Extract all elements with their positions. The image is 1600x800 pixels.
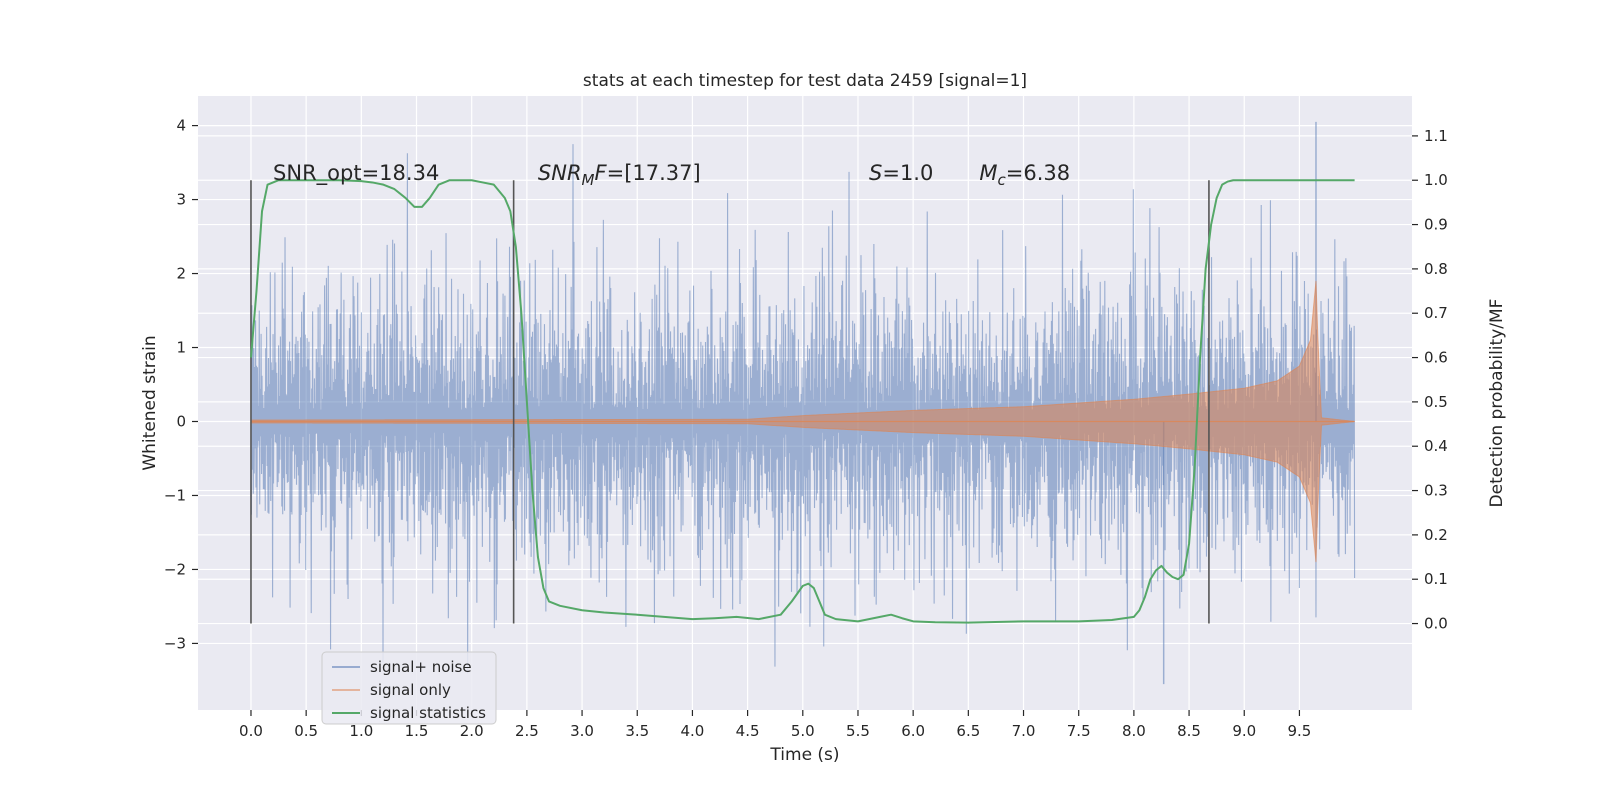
annotation-part: M	[582, 171, 595, 189]
y-tick-label-left: −1	[164, 486, 186, 504]
x-axis-label: Time (s)	[769, 745, 839, 765]
chart-title: stats at each timestep for test data 245…	[583, 71, 1027, 91]
x-tick-label: 4.5	[736, 722, 760, 740]
x-tick-label: 0.5	[294, 722, 318, 740]
annotation-part: =6.38	[1006, 161, 1070, 185]
annotation-part: M	[979, 161, 997, 185]
x-tick-label: 5.0	[791, 722, 815, 740]
x-tick-label: 8.5	[1177, 722, 1201, 740]
vertical-markers	[250, 180, 1210, 624]
x-tick-label: 6.5	[956, 722, 980, 740]
annotation-snr-opt: SNR_opt=18.34	[273, 161, 439, 186]
annotation-part: F	[595, 161, 608, 185]
legend-box	[321, 651, 497, 725]
y-tick-label-left: −3	[164, 634, 186, 652]
y-tick-label-left: 0	[176, 412, 186, 430]
x-tick-label: 9.0	[1232, 722, 1256, 740]
stats-line	[249, 179, 1355, 624]
x-tick-label: 4.0	[680, 722, 704, 740]
annotation-part: S	[869, 161, 882, 185]
y-tick-label-left: 2	[176, 265, 186, 283]
annotation-mc-value: Mc=6.38	[979, 161, 1070, 189]
y-tick-label-right: 0.0	[1424, 615, 1448, 633]
y-axis-label-left: Whitened strain	[140, 335, 160, 470]
x-tick-label: 7.5	[1067, 722, 1091, 740]
y-tick-label-right: 0.3	[1424, 482, 1448, 500]
y-tick-label-left: −2	[164, 560, 186, 578]
y-tick-label-right: 0.8	[1424, 260, 1448, 278]
annotation-s-value: S=1.0	[869, 161, 933, 185]
x-tick-label: 3.0	[570, 722, 594, 740]
series-signal-only	[250, 280, 1355, 563]
legend: signal+ noise signal only signal statistic…	[321, 651, 497, 725]
y-tick-label-right: 0.9	[1424, 216, 1448, 234]
annotation-part: =[17.37]	[607, 161, 701, 185]
y-tick-label-right: 0.6	[1424, 349, 1448, 367]
y-tick-label-right: 0.7	[1424, 304, 1448, 322]
y-axis-label-right: Detection probability/MF	[1487, 299, 1507, 508]
y-tick-label-right: 0.2	[1424, 526, 1448, 544]
x-tick-label: 2.5	[515, 722, 539, 740]
annotation-part: SNR	[538, 161, 582, 185]
x-tick-label: 1.0	[349, 722, 373, 740]
annotation-snr-mf: SNRMF=[17.37]	[538, 161, 701, 189]
axes: 0.0 0.5 1.0 1.5 2.0 2.5 3.0 3.5 4.0 4.5 5.0 5.5 6.0 6…	[164, 117, 1448, 740]
annotation-part: c	[997, 171, 1006, 189]
legend-label: signal+ noise	[370, 658, 472, 676]
y-tick-label-right: 1.0	[1424, 171, 1448, 189]
x-tick-label: 9.5	[1287, 722, 1311, 740]
y-tick-label-right: 0.4	[1424, 437, 1448, 455]
x-tick-label: 6.0	[901, 722, 925, 740]
legend-label: signal statistics	[370, 704, 486, 722]
legend-label: signal only	[370, 681, 451, 699]
x-tick-label: 5.5	[846, 722, 870, 740]
y-tick-label-left: 3	[176, 191, 186, 209]
x-tick-label: 3.5	[625, 722, 649, 740]
annotation-part: =1.0	[882, 161, 933, 185]
y-tick-label-right: 0.5	[1424, 393, 1448, 411]
x-tick-label: 2.0	[460, 722, 484, 740]
x-tick-label: 1.5	[405, 722, 429, 740]
y-tick-label-left: 1	[176, 339, 186, 357]
y-tick-label-left: 4	[176, 117, 186, 135]
noise-trace	[250, 144, 1356, 674]
x-tick-label: 7.0	[1012, 722, 1036, 740]
x-tick-label: 0.0	[239, 722, 263, 740]
x-tick-label: 8.0	[1122, 722, 1146, 740]
series-signal-statistics	[249, 179, 1355, 624]
y-tick-label-right: 1.1	[1424, 127, 1448, 145]
y-tick-label-right: 0.1	[1424, 570, 1448, 588]
annotation-part: SNR_opt=18.34	[273, 161, 439, 186]
annotations: SNR_opt=18.34 SNRMF=[17.37] S=1.0 Mc=6.38	[273, 161, 1070, 189]
